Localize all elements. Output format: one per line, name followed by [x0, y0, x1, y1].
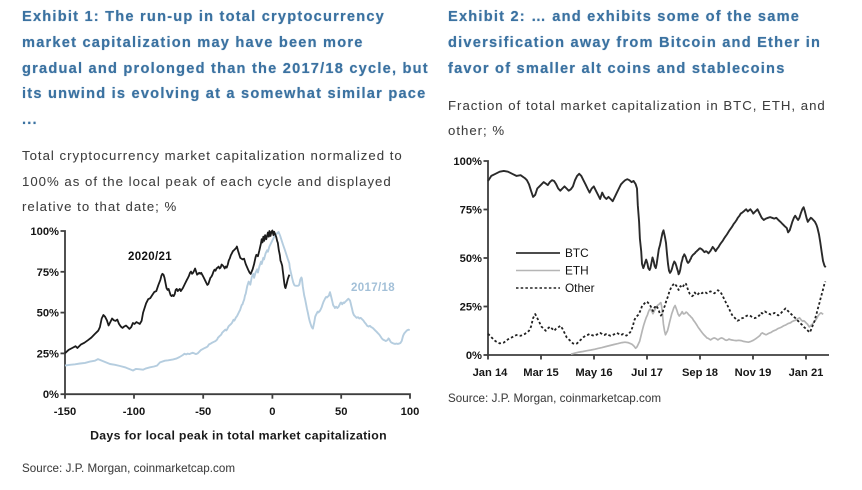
svg-text:100: 100 [401, 406, 420, 418]
svg-text:Jul 17: Jul 17 [631, 367, 663, 379]
svg-text:Mar 15: Mar 15 [523, 367, 558, 379]
svg-text:0%: 0% [43, 389, 59, 401]
svg-text:Days for local peak in total m: Days for local peak in total market capi… [90, 429, 387, 443]
svg-text:-150: -150 [54, 406, 76, 418]
svg-text:May 16: May 16 [575, 367, 612, 379]
svg-text:Jan 21: Jan 21 [789, 367, 824, 379]
svg-text:Sep 18: Sep 18 [682, 367, 718, 379]
svg-text:25%: 25% [460, 302, 482, 314]
svg-text:0%: 0% [466, 350, 482, 362]
svg-text:-100: -100 [123, 406, 145, 418]
svg-text:75%: 75% [460, 205, 482, 217]
svg-text:BTC: BTC [565, 246, 589, 260]
svg-text:50%: 50% [37, 308, 59, 320]
svg-text:2020/21: 2020/21 [128, 251, 172, 263]
svg-text:Nov 19: Nov 19 [735, 367, 772, 379]
svg-text:Jan 14: Jan 14 [473, 367, 509, 379]
svg-text:25%: 25% [37, 348, 59, 360]
svg-text:2017/18: 2017/18 [351, 282, 395, 294]
svg-text:50%: 50% [460, 253, 482, 265]
svg-text:Other: Other [565, 281, 595, 295]
svg-text:ETH: ETH [565, 264, 589, 278]
svg-text:-50: -50 [195, 406, 211, 418]
svg-text:50: 50 [335, 406, 347, 418]
svg-text:75%: 75% [37, 267, 59, 279]
svg-text:100%: 100% [30, 226, 59, 238]
svg-text:0: 0 [269, 406, 275, 418]
svg-text:100%: 100% [453, 156, 482, 168]
